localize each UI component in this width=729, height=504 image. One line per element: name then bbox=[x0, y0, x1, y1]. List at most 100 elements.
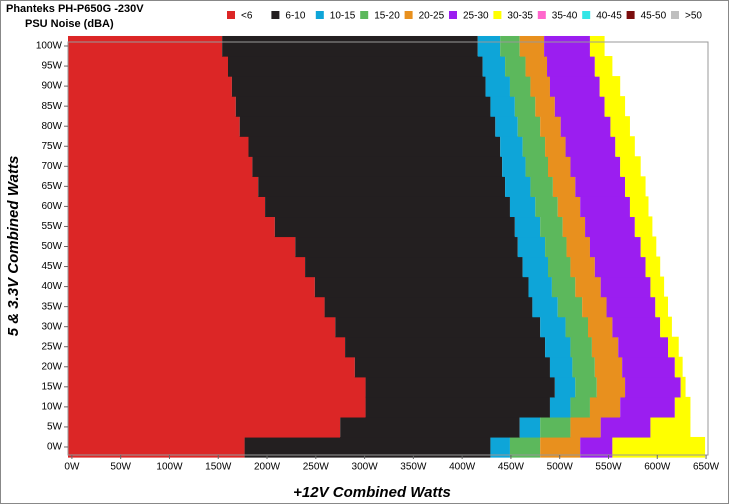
noise-band bbox=[565, 136, 616, 157]
chart-title: Phanteks PH-P650G -230V bbox=[6, 3, 144, 15]
x-axis-title: +12V Combined Watts bbox=[293, 484, 451, 501]
y-tick-label: 20W bbox=[41, 361, 62, 372]
noise-band bbox=[345, 336, 546, 358]
legend-swatch bbox=[537, 11, 546, 19]
noise-band bbox=[228, 56, 483, 77]
noise-band bbox=[354, 356, 550, 378]
noise-band bbox=[612, 436, 706, 458]
noise-band bbox=[248, 136, 501, 157]
noise-band bbox=[606, 296, 656, 318]
y-tick-label: 40W bbox=[41, 281, 62, 292]
x-tick-label: 650W bbox=[693, 462, 720, 473]
noise-band bbox=[68, 136, 249, 157]
noise-band bbox=[549, 356, 573, 378]
noise-band bbox=[560, 116, 611, 137]
noise-band bbox=[295, 236, 518, 258]
noise-band bbox=[68, 276, 315, 298]
noise-band bbox=[618, 336, 668, 358]
y-tick-label: 100W bbox=[36, 41, 63, 52]
noise-band bbox=[522, 136, 546, 157]
noise-band bbox=[509, 436, 541, 458]
noise-band bbox=[485, 76, 510, 97]
noise-band bbox=[517, 116, 541, 137]
y-tick-label: 75W bbox=[41, 141, 62, 152]
noise-band bbox=[222, 35, 478, 57]
noise-band bbox=[305, 256, 523, 278]
legend-swatch bbox=[360, 11, 369, 19]
legend-label: 6-10 bbox=[285, 11, 305, 22]
noise-band bbox=[565, 316, 588, 338]
noise-band bbox=[612, 316, 661, 338]
noise-band bbox=[620, 156, 641, 177]
noise-band bbox=[599, 76, 621, 97]
legend-label: <6 bbox=[241, 11, 253, 22]
noise-band bbox=[668, 336, 679, 358]
noise-band bbox=[557, 296, 583, 318]
noise-band bbox=[525, 156, 548, 177]
y-tick-label: 80W bbox=[41, 121, 62, 132]
y-tick-label: 70W bbox=[41, 161, 62, 172]
noise-band bbox=[530, 76, 550, 97]
noise-band bbox=[544, 35, 590, 57]
noise-band bbox=[570, 256, 595, 278]
noise-band bbox=[610, 116, 630, 137]
noise-band bbox=[549, 396, 571, 418]
noise-band bbox=[580, 436, 613, 458]
legend-label: 20-25 bbox=[419, 11, 445, 22]
x-tick-label: 450W bbox=[498, 462, 525, 473]
noise-band bbox=[680, 376, 686, 398]
legend-label: 30-35 bbox=[507, 11, 533, 22]
noise-band bbox=[540, 436, 581, 458]
noise-band bbox=[545, 136, 566, 157]
y-tick-label: 30W bbox=[41, 321, 62, 332]
noise-band bbox=[572, 356, 595, 378]
noise-band bbox=[244, 436, 491, 458]
noise-band bbox=[634, 216, 653, 238]
x-tick-label: 350W bbox=[400, 462, 427, 473]
noise-band bbox=[545, 236, 567, 258]
legend-label: 25-30 bbox=[463, 11, 489, 22]
noise-band bbox=[514, 216, 541, 238]
noise-band bbox=[548, 256, 571, 278]
noise-band bbox=[575, 276, 601, 298]
legend-label: >50 bbox=[685, 11, 702, 22]
noise-band bbox=[540, 316, 566, 338]
noise-band bbox=[68, 156, 253, 177]
noise-band bbox=[68, 116, 240, 137]
noise-band bbox=[530, 176, 553, 197]
legend-swatch bbox=[404, 11, 413, 19]
noise-band bbox=[591, 336, 619, 358]
noise-band bbox=[502, 156, 526, 177]
y-axis-title: 5 & 3.3V Combined Watts bbox=[5, 156, 22, 337]
noise-band bbox=[535, 196, 558, 218]
noise-band bbox=[660, 316, 672, 338]
x-tick-label: 400W bbox=[449, 462, 476, 473]
noise-band bbox=[500, 35, 520, 57]
y-tick-label: 15W bbox=[41, 381, 62, 392]
noise-band bbox=[231, 76, 486, 97]
legend-swatch bbox=[449, 11, 457, 19]
noise-band bbox=[490, 96, 515, 117]
noise-band bbox=[68, 316, 336, 338]
noise-band bbox=[594, 56, 613, 77]
x-tick-label: 200W bbox=[254, 462, 281, 473]
noise-band bbox=[68, 396, 366, 418]
legend-swatch bbox=[315, 11, 324, 19]
noise-band bbox=[674, 396, 691, 418]
noise-band bbox=[650, 276, 665, 298]
noise-band bbox=[545, 336, 571, 358]
legend-swatch bbox=[227, 11, 235, 19]
noise-band bbox=[575, 376, 597, 398]
noise-band bbox=[655, 296, 668, 318]
noise-band bbox=[505, 56, 526, 77]
noise-band bbox=[562, 216, 586, 238]
x-tick-label: 150W bbox=[205, 462, 232, 473]
noise-band bbox=[68, 56, 228, 77]
noise-band bbox=[585, 216, 635, 238]
y-tick-label: 35W bbox=[41, 301, 62, 312]
noise-band bbox=[500, 136, 523, 157]
noise-band bbox=[600, 276, 651, 298]
noise-band bbox=[68, 436, 245, 458]
x-tick-label: 50W bbox=[110, 462, 131, 473]
noise-band bbox=[570, 396, 590, 418]
